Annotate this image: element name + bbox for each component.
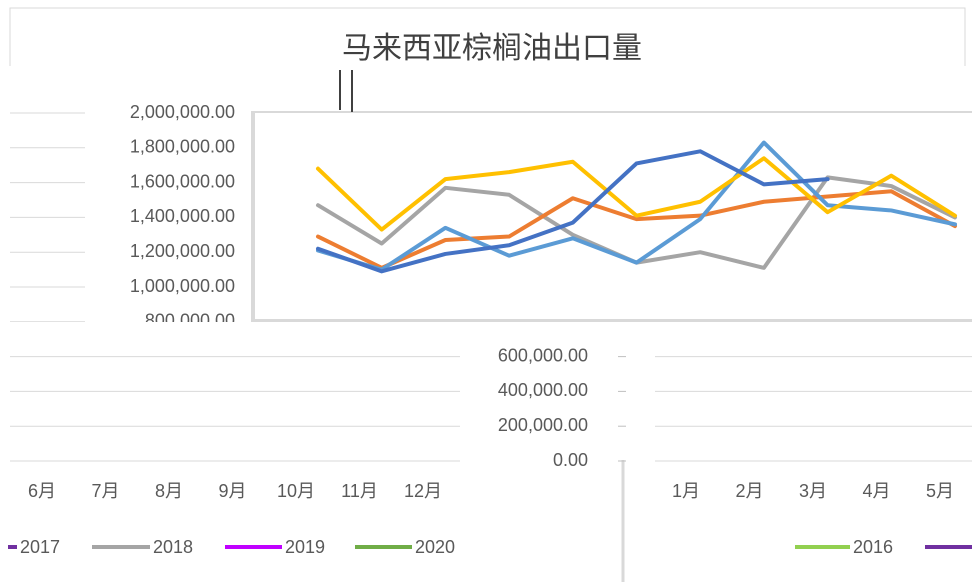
chart-title: 马来西亚棕榈油出口量 <box>342 32 642 65</box>
x-tick-label: 4月 <box>862 481 890 501</box>
y-tick-label: 1,400,000.00 <box>130 206 235 226</box>
legend-label: 2018 <box>153 537 193 557</box>
x-tick-label: 1月 <box>672 481 700 501</box>
y-tick-label: 0.00 <box>553 450 588 470</box>
legend-label: 2017 <box>20 537 60 557</box>
mask <box>0 66 972 108</box>
legend-label: 2016 <box>853 537 893 557</box>
x-tick-label: 9月 <box>218 481 246 501</box>
panel-bottom-mask <box>0 322 972 334</box>
x-tick-label: 2月 <box>735 481 763 501</box>
x-tick-label: 8月 <box>155 481 183 501</box>
y-tick-label: 600,000.00 <box>498 345 588 365</box>
y-tick-label: 2,000,000.00 <box>130 102 235 122</box>
x-tick-label: 6月 <box>28 481 56 501</box>
title-box <box>9 7 966 69</box>
series-line <box>316 140 957 272</box>
y-tick-label: 1,000,000.00 <box>130 276 235 296</box>
x-tick-label: 5月 <box>926 481 954 501</box>
series-line <box>316 189 957 270</box>
x-tick-label: 12月 <box>404 481 442 501</box>
series-line <box>316 149 830 274</box>
y-tick-label: 1,800,000.00 <box>130 137 235 157</box>
x-tick-label: 7月 <box>91 481 119 501</box>
x-tick-label: 10月 <box>277 481 315 501</box>
y-tick-label: 1,600,000.00 <box>130 171 235 191</box>
series-line <box>316 156 957 232</box>
y-tick-label: 200,000.00 <box>498 415 588 435</box>
y-tick-label: 1,200,000.00 <box>130 241 235 261</box>
y-tick-label: 400,000.00 <box>498 380 588 400</box>
x-tick-label: 3月 <box>799 481 827 501</box>
x-tick-label: 11月 <box>341 481 378 501</box>
plot-panel <box>255 113 972 319</box>
legend-label: 2020 <box>415 537 455 557</box>
legend-label: 2019 <box>285 537 325 557</box>
